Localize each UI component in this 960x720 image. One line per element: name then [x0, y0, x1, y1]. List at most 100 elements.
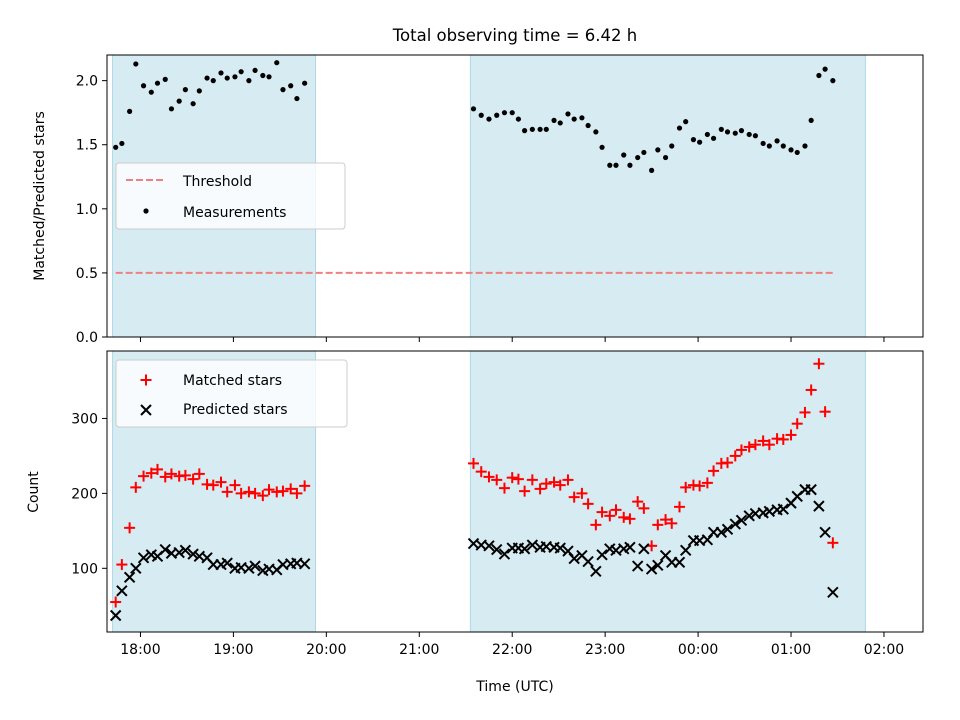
- x-axis-label: Time (UTC): [475, 679, 553, 695]
- shaded-region-2: [469, 350, 866, 633]
- measurement-point: [676, 125, 683, 131]
- x-tick-label: 23:00: [585, 642, 625, 658]
- marker-stroke: [137, 552, 150, 564]
- predicted-point: [491, 543, 503, 556]
- top-y-tick-label: 2.0: [76, 74, 98, 90]
- marker-stroke: [749, 507, 762, 520]
- predicted-point: [624, 541, 636, 554]
- predicted-point: [645, 563, 658, 575]
- matched-point: [193, 468, 205, 480]
- legend-x-glyph: [140, 404, 152, 416]
- marker-stroke: [763, 505, 776, 518]
- marker-stroke: [140, 404, 152, 416]
- predicted-point: [179, 544, 192, 557]
- measurement-point: [537, 126, 543, 132]
- predicted-point: [109, 609, 122, 622]
- predicted-point: [596, 549, 608, 561]
- marker-stroke: [638, 543, 650, 555]
- marker-stroke: [596, 549, 608, 561]
- predicted-point: [249, 560, 261, 572]
- measurement-point: [627, 162, 633, 168]
- predicted-point: [243, 562, 255, 575]
- matched-point: [701, 477, 713, 489]
- matched-point: [285, 483, 297, 495]
- matched-point: [130, 481, 142, 493]
- matched-point: [207, 479, 219, 491]
- marker-stroke: [576, 549, 588, 562]
- x-tick-label: 21:00: [399, 642, 439, 658]
- predicted-point: [813, 500, 825, 512]
- bottom-y-tick-label: 100: [71, 561, 98, 577]
- measurements-legend-marker: [143, 208, 149, 214]
- measurement-point: [662, 154, 669, 161]
- measurement-points: [113, 60, 836, 173]
- measurement-point: [697, 139, 703, 145]
- measurement-point: [732, 130, 738, 136]
- measurement-point: [127, 108, 133, 114]
- matched-point: [519, 485, 531, 497]
- x-tick-label: 20:00: [306, 642, 346, 658]
- marker-stroke: [165, 547, 178, 560]
- measurement-point: [635, 154, 641, 161]
- measurement-point: [252, 67, 258, 73]
- marker-stroke: [645, 563, 658, 575]
- marker-stroke: [173, 546, 185, 559]
- matched-legend-marker: [140, 374, 152, 386]
- matched-point: [618, 511, 630, 523]
- matched-point: [610, 504, 622, 516]
- matched-point: [827, 537, 839, 549]
- marker-stroke: [624, 541, 636, 554]
- measurement-point: [176, 98, 182, 104]
- marker-stroke: [277, 558, 289, 571]
- measurement-point: [501, 110, 508, 116]
- matched-point: [475, 466, 487, 478]
- predicted-point: [568, 552, 580, 565]
- measurement-point: [655, 147, 661, 153]
- measurement-point: [148, 89, 154, 95]
- marker-stroke: [562, 545, 574, 557]
- x-tick-label: 02:00: [864, 642, 904, 658]
- matched-point: [116, 559, 128, 571]
- predicted-point: [518, 543, 531, 555]
- marker-stroke: [145, 549, 158, 561]
- predicted-point: [498, 548, 511, 560]
- matched-legend-label: Matched stars: [183, 373, 282, 389]
- matched-point: [735, 444, 747, 456]
- predicted-point: [590, 565, 602, 578]
- x-tick-label: 19:00: [213, 642, 253, 658]
- matched-point: [799, 406, 811, 418]
- measurement-point: [593, 129, 599, 135]
- matched-point: [694, 480, 706, 492]
- measurement-point: [190, 101, 196, 107]
- predicted-point: [483, 540, 495, 552]
- measurement-point: [280, 87, 286, 93]
- predicted-point: [298, 558, 311, 570]
- marker-stroke: [187, 548, 199, 560]
- predicted-legend-label: Predicted stars: [183, 402, 288, 418]
- measurement-point: [579, 115, 585, 121]
- matched-point: [554, 479, 566, 491]
- matched-point: [763, 439, 775, 451]
- measurement-point: [669, 143, 675, 149]
- measurement-point: [470, 106, 477, 112]
- predicted-points: [109, 483, 839, 622]
- measurement-point: [266, 74, 272, 80]
- measurement-point: [515, 116, 522, 122]
- matched-point: [483, 471, 495, 483]
- predicted-point: [554, 542, 566, 554]
- top-y-tick-label: 0.5: [76, 266, 98, 282]
- matched-point: [187, 473, 199, 485]
- measurement-point: [724, 129, 731, 135]
- measurement-point: [565, 111, 571, 117]
- marker-stroke: [729, 518, 741, 530]
- matched-point: [819, 406, 831, 418]
- matched-point: [624, 513, 636, 525]
- matched-point: [708, 465, 720, 477]
- bottom-legend-box: [115, 359, 348, 428]
- measurement-point: [509, 110, 515, 116]
- marker-stroke: [130, 562, 142, 575]
- matched-point: [249, 487, 261, 499]
- predicted-point: [652, 559, 664, 572]
- measurement-point: [182, 87, 188, 93]
